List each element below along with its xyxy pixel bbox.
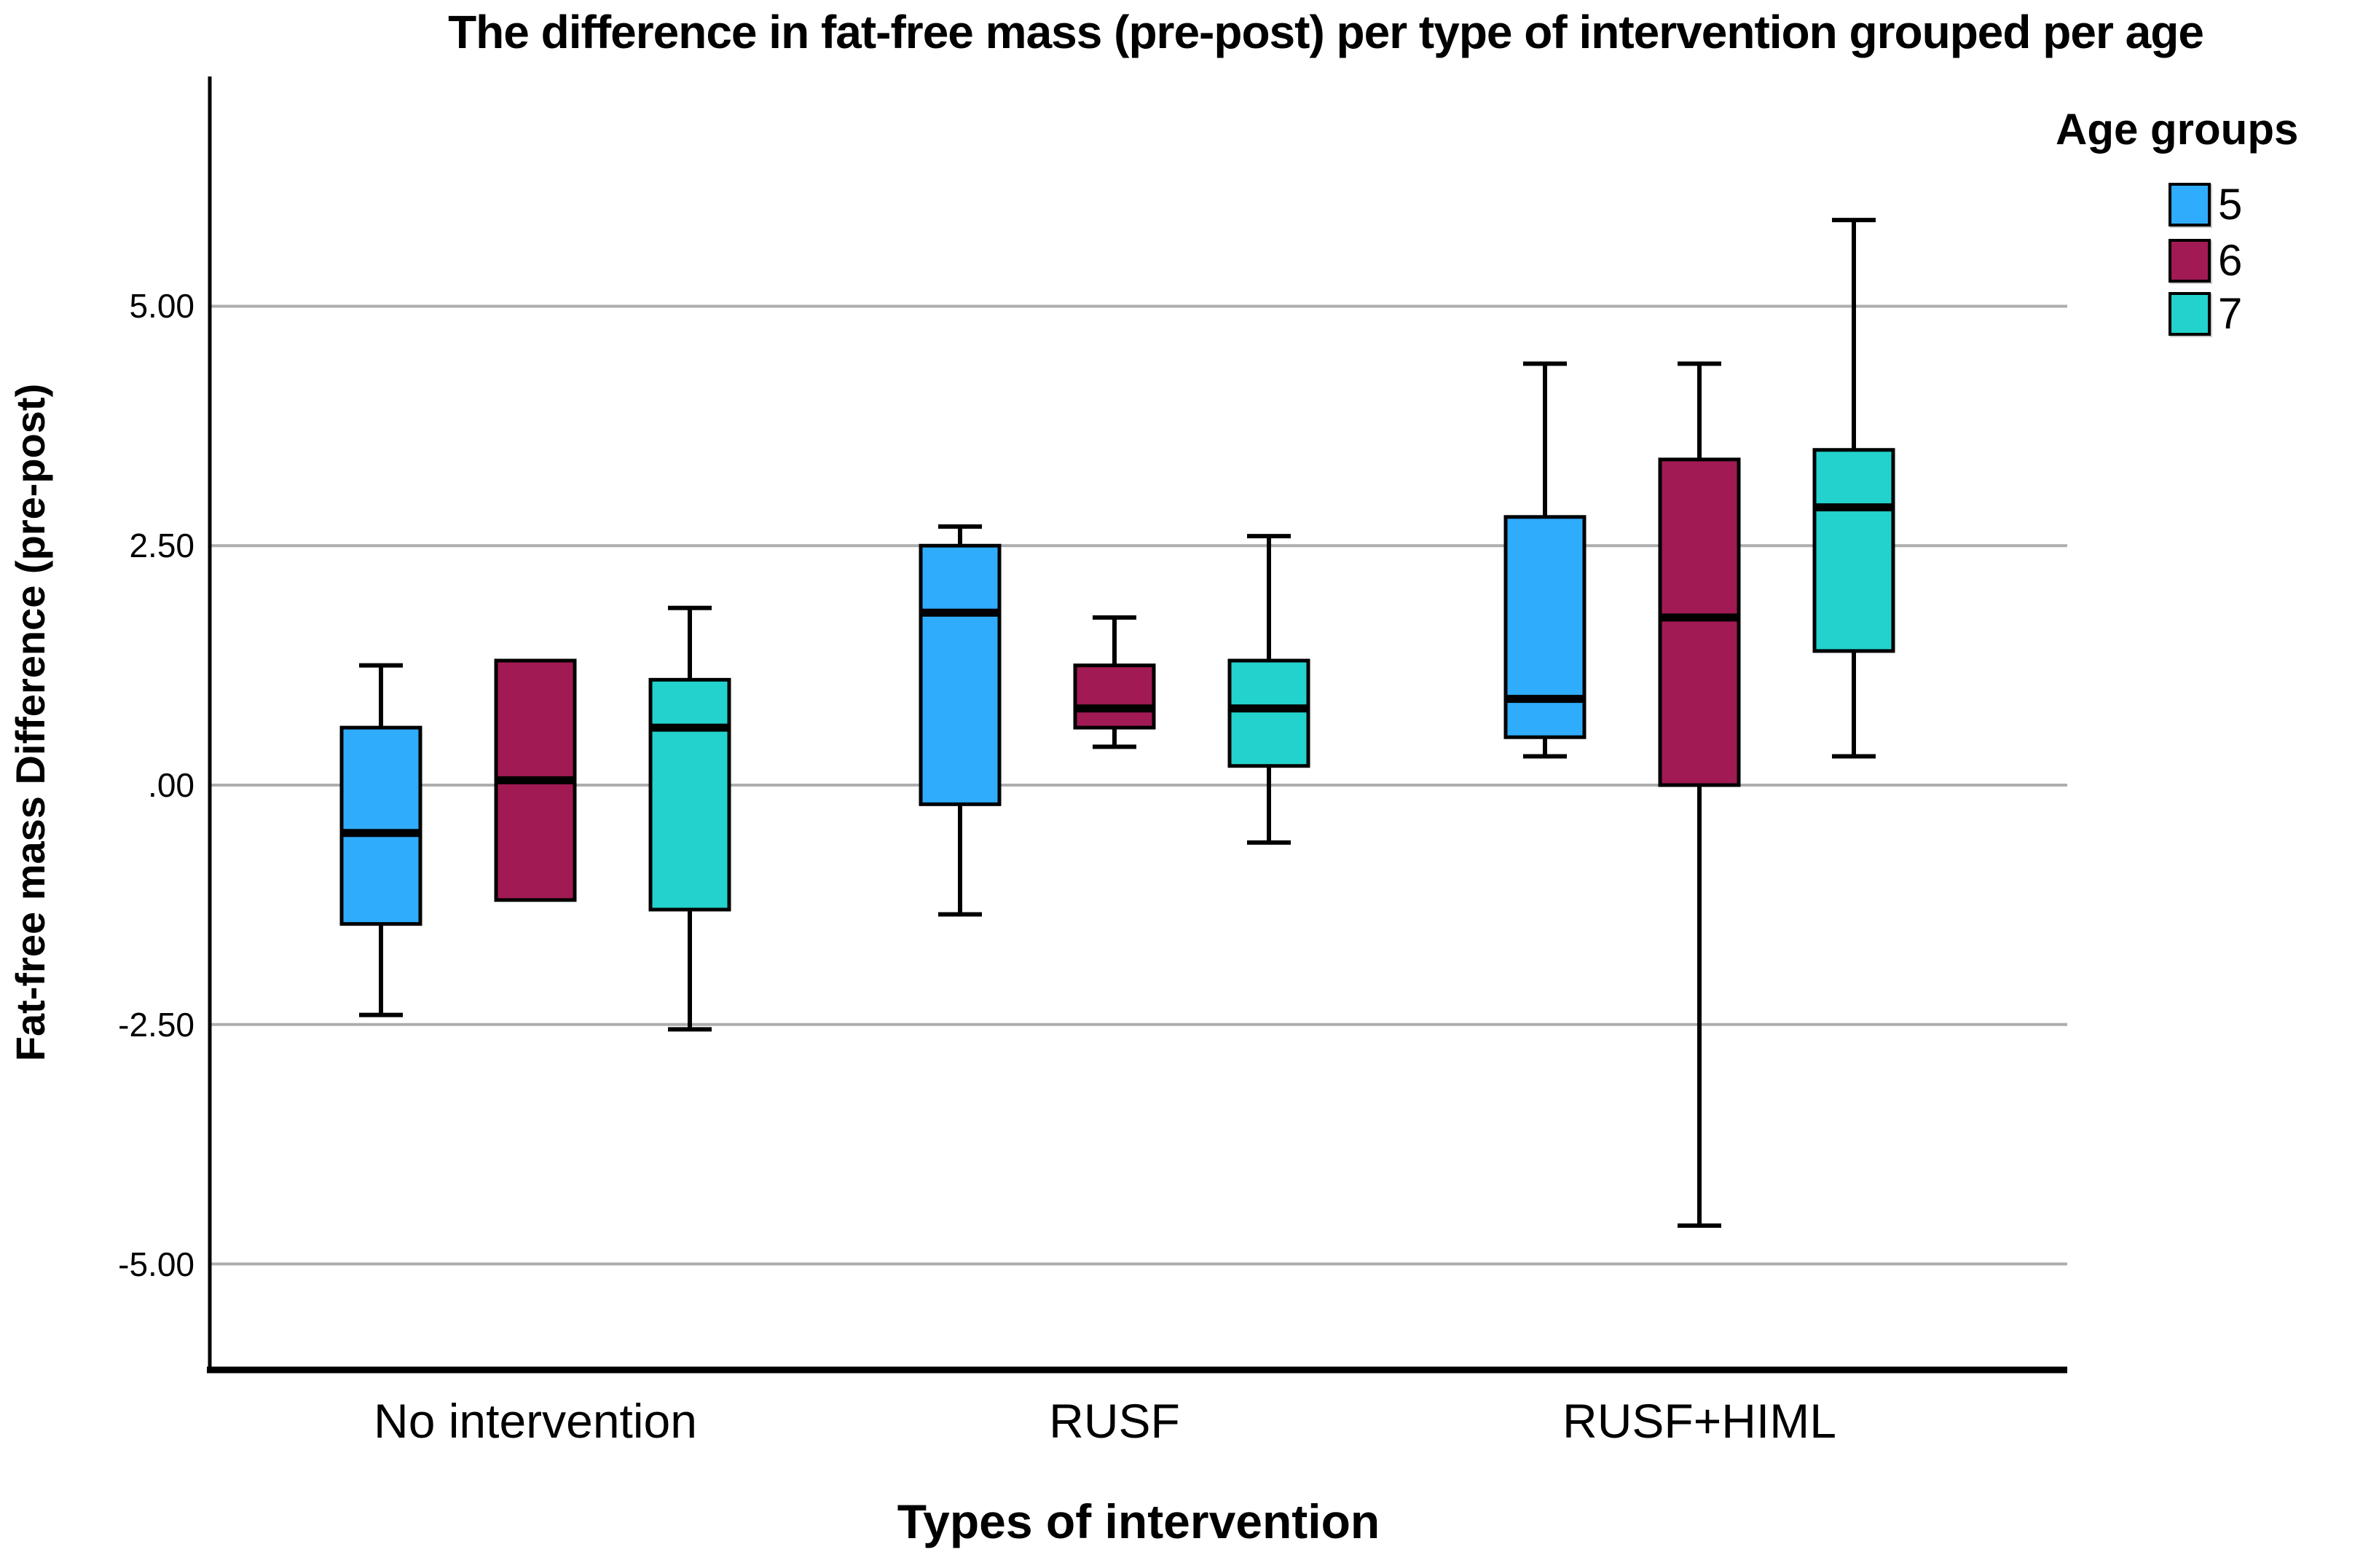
box-age-5-no-intervention [339, 725, 422, 926]
y-axis-title: Fat-free mass Difference (pre-post) [7, 383, 53, 1062]
box-age-6-rusf-himl [1658, 457, 1741, 787]
box-age-7-rusf [1227, 658, 1310, 768]
y-tick-label: 5.00 [129, 287, 194, 325]
legend-title: Age groups [2056, 105, 2299, 154]
x-axis-title: Types of intervention [897, 1494, 1380, 1548]
y-tick-label: -5.00 [118, 1245, 194, 1283]
legend-item-age-6: 6 [2169, 239, 2242, 283]
chart-title: The difference in fat-free mass (pre-pos… [448, 6, 2204, 58]
legend-item-age-7: 7 [2169, 292, 2242, 336]
legend-item-age-5: 5 [2169, 183, 2242, 226]
box-age-7-no-intervention [648, 677, 731, 912]
box-age-5-rusf [919, 543, 1002, 806]
legend-swatch-age-6 [2169, 239, 2211, 283]
x-category-label: No intervention [374, 1394, 697, 1448]
x-category-label: RUSF [1049, 1394, 1180, 1448]
legend-swatch-age-5 [2169, 183, 2211, 226]
box-age-6-rusf [1073, 663, 1156, 730]
legend-label: 6 [2218, 236, 2243, 285]
y-tick-label: -2.50 [118, 1006, 194, 1044]
box-age-7-rusf-himl [1812, 448, 1895, 653]
legend-label: 5 [2218, 180, 2243, 229]
y-tick-label: .00 [148, 766, 194, 804]
legend-label: 7 [2218, 289, 2243, 338]
y-tick-label: 2.50 [129, 527, 194, 564]
x-category-label: RUSF+HIML [1562, 1394, 1836, 1448]
box-age-5-rusf-himl [1503, 515, 1587, 739]
legend-swatch-age-7 [2169, 292, 2211, 336]
